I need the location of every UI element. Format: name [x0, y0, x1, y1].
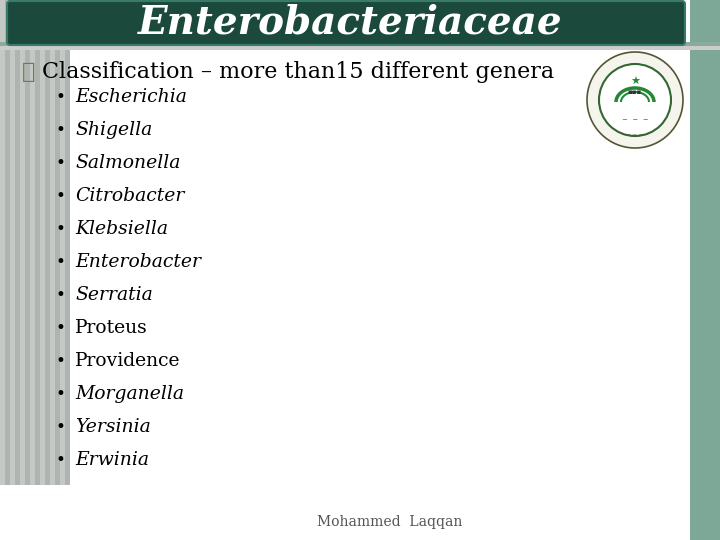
Text: ★: ★: [630, 77, 640, 87]
Text: Erwinia: Erwinia: [75, 451, 149, 469]
Text: Proteus: Proteus: [75, 319, 148, 337]
Bar: [5, 0, 10, 485]
Circle shape: [587, 52, 683, 148]
Bar: [25, 0, 30, 485]
Bar: [0, 46, 720, 50]
Text: •: •: [55, 418, 65, 436]
Text: •: •: [55, 154, 65, 172]
Text: Shigella: Shigella: [75, 121, 152, 139]
Bar: [55, 0, 60, 485]
Text: Enterobacter: Enterobacter: [75, 253, 201, 271]
Bar: [40, 0, 45, 485]
Text: •: •: [55, 121, 65, 139]
Bar: [690, 0, 720, 540]
Text: Serratia: Serratia: [75, 286, 153, 304]
Text: ~  ~  ~: ~ ~ ~: [621, 117, 648, 123]
Bar: [45, 0, 50, 485]
Text: Salmonella: Salmonella: [75, 154, 181, 172]
Bar: [20, 0, 25, 485]
Text: •: •: [55, 385, 65, 403]
Text: Enterobacteriaceae: Enterobacteriaceae: [138, 3, 562, 41]
Text: •: •: [55, 220, 65, 238]
Text: •: •: [55, 88, 65, 106]
Text: Escherichia: Escherichia: [75, 88, 187, 106]
Bar: [30, 0, 35, 485]
Text: •: •: [55, 352, 65, 370]
Bar: [65, 0, 70, 485]
Bar: [35, 0, 40, 485]
Text: •: •: [55, 451, 65, 469]
Text: Providence: Providence: [75, 352, 181, 370]
Bar: [60, 0, 65, 485]
Bar: [0, 42, 720, 46]
Text: •: •: [55, 253, 65, 271]
Text: •: •: [55, 286, 65, 304]
Text: ❖: ❖: [22, 61, 35, 83]
Text: Yersinia: Yersinia: [75, 418, 150, 436]
Circle shape: [599, 64, 671, 136]
Text: ▪▪▪: ▪▪▪: [628, 89, 642, 95]
Text: ~~~~~: ~~~~~: [621, 132, 649, 138]
Bar: [10, 0, 15, 485]
Text: •: •: [55, 187, 65, 205]
Text: •: •: [55, 319, 65, 337]
Bar: [15, 0, 20, 485]
Bar: [50, 0, 55, 485]
Text: Morganella: Morganella: [75, 385, 184, 403]
Text: Citrobacter: Citrobacter: [75, 187, 184, 205]
FancyBboxPatch shape: [7, 1, 685, 45]
Text: Klebsiella: Klebsiella: [75, 220, 168, 238]
Text: Classification – more than15 different genera: Classification – more than15 different g…: [42, 61, 554, 83]
Bar: [0, 0, 5, 485]
Text: Mohammed  Laqqan: Mohammed Laqqan: [318, 515, 463, 529]
